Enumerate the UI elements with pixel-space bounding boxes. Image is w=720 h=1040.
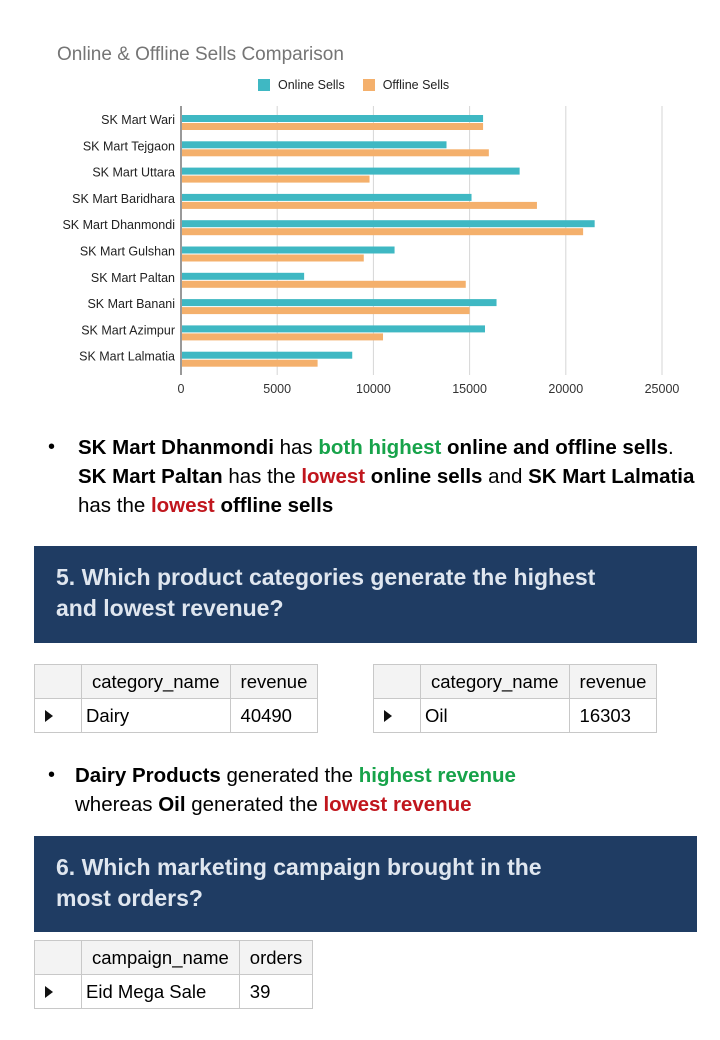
bar-offline-sells	[182, 201, 537, 209]
text-online-sells: online sells	[365, 465, 483, 488]
text-lowest: lowest	[301, 465, 366, 488]
bar-offline-sells	[182, 280, 466, 288]
legend-swatch-offline	[362, 79, 375, 91]
question-6-banner: 6. Which marketing campaign brought in t…	[34, 836, 697, 932]
bullet-sales-summary: SK Mart Dhanmondi has both highest onlin…	[78, 433, 698, 520]
category-label: SK Mart Banani	[87, 297, 175, 311]
table-campaign-orders: campaign_name orders Eid Mega Sale 39	[34, 940, 314, 1009]
x-tick-label: 10000	[356, 382, 391, 396]
cell-campaign-name: Eid Mega Sale	[81, 974, 240, 1009]
header-orders: orders	[238, 940, 314, 975]
text-paltan: SK Mart Paltan	[78, 465, 223, 488]
bar-online-sells	[182, 246, 395, 254]
bar-chart: 0 5000 10000 15000 20000 25000 SK Mart Wari SK …	[62, 106, 680, 396]
category-label: SK Mart Gulshan	[80, 245, 175, 259]
header-category-name: category_name	[81, 664, 231, 699]
bullet-revenue-summary: Dairy Products generated the highest rev…	[75, 761, 695, 819]
header-revenue: revenue	[568, 664, 658, 699]
legend-swatch-online	[258, 79, 270, 91]
bar-online-sells	[182, 141, 447, 149]
table-row[interactable]: Oil 16303	[373, 698, 658, 733]
row-pointer-icon	[373, 698, 421, 733]
category-label: SK Mart Paltan	[91, 271, 175, 285]
bar-offline-sells	[182, 123, 484, 130]
cell-category: Dairy	[81, 698, 231, 733]
legend-item-offline: Offline Sells	[362, 78, 450, 92]
category-label: SK Mart Azimpur	[81, 323, 175, 337]
question-6-title: 6. Which marketing campaign brought in t…	[56, 854, 542, 911]
header-category-name: category_name	[420, 664, 570, 699]
cell-revenue: 40490	[229, 698, 319, 733]
table-corner	[34, 940, 82, 975]
text: has	[273, 436, 319, 459]
category-label: SK Mart Dhanmondi	[62, 218, 175, 232]
text-oil: Oil	[158, 793, 186, 816]
bullet-dot: •	[48, 764, 56, 786]
bar-online-sells	[182, 167, 520, 175]
cell-category: Oil	[420, 698, 570, 733]
text: has the	[222, 465, 302, 488]
text: generated the	[185, 793, 324, 816]
text: whereas	[75, 793, 159, 816]
category-label: SK Mart Tejgaon	[83, 139, 175, 153]
text: .	[668, 436, 674, 459]
row-pointer-icon	[34, 698, 82, 733]
chart-legend: Online Sells Offline Sells	[258, 78, 449, 92]
bar-offline-sells	[182, 333, 384, 341]
category-label: SK Mart Uttara	[92, 166, 175, 180]
category-label: SK Mart Wari	[101, 113, 175, 127]
bar-offline-sells	[182, 149, 489, 157]
bar-online-sells	[182, 325, 485, 333]
text-dairy-products: Dairy Products	[75, 764, 221, 787]
x-tick-label: 0	[178, 382, 185, 396]
bar-offline-sells	[182, 175, 370, 183]
text: and	[482, 465, 529, 488]
text-both-highest: both highest	[318, 436, 442, 459]
bar-offline-sells	[182, 307, 470, 315]
text: has the	[78, 494, 151, 517]
x-tick-label: 25000	[645, 382, 680, 396]
table-corner	[34, 664, 82, 699]
legend-label-online: Online Sells	[278, 78, 345, 92]
table-highest-revenue: category_name revenue Dairy 40490	[34, 664, 319, 733]
bullet-dot: •	[48, 436, 56, 458]
cell-orders: 39	[238, 974, 314, 1009]
bar-offline-sells	[182, 254, 364, 262]
text-lowest: lowest	[150, 494, 215, 517]
legend-item-online: Online Sells	[258, 78, 345, 92]
question-5-banner: 5. Which product categories generate the…	[34, 546, 697, 643]
text-lalmatia: SK Mart Lalmatia	[528, 465, 695, 488]
bar-online-sells	[182, 193, 472, 201]
table-lowest-revenue: category_name revenue Oil 16303	[373, 664, 658, 733]
table-corner	[373, 664, 421, 699]
table-row[interactable]: Eid Mega Sale 39	[34, 974, 314, 1009]
text-dhanmondi: SK Mart Dhanmondi	[78, 436, 274, 459]
bar-online-sells	[182, 220, 595, 228]
text-lowest-revenue: lowest revenue	[323, 793, 472, 816]
text-offline-sells: offline sells	[214, 494, 334, 517]
x-tick-label: 20000	[548, 382, 583, 396]
text: generated the	[220, 764, 359, 787]
text-online-offline: online and offline sells	[441, 436, 669, 459]
text-highest-revenue: highest revenue	[358, 764, 516, 787]
table-row[interactable]: Dairy 40490	[34, 698, 319, 733]
x-tick-label: 5000	[263, 382, 291, 396]
header-revenue: revenue	[229, 664, 319, 699]
header-campaign-name: campaign_name	[81, 940, 240, 975]
chart-title: Online & Offline Sells Comparison	[57, 44, 344, 65]
category-label: SK Mart Baridhara	[72, 192, 175, 206]
bar-online-sells	[182, 351, 353, 359]
cell-revenue: 16303	[568, 698, 658, 733]
row-pointer-icon	[34, 974, 82, 1009]
x-tick-label: 15000	[452, 382, 487, 396]
bar-online-sells	[182, 272, 305, 280]
bar-offline-sells	[182, 228, 584, 236]
bar-online-sells	[182, 299, 497, 307]
category-label: SK Mart Lalmatia	[79, 350, 175, 364]
question-5-title: 5. Which product categories generate the…	[56, 564, 596, 621]
bar-online-sells	[182, 115, 484, 122]
bar-offline-sells	[182, 359, 318, 367]
legend-label-offline: Offline Sells	[382, 78, 450, 92]
